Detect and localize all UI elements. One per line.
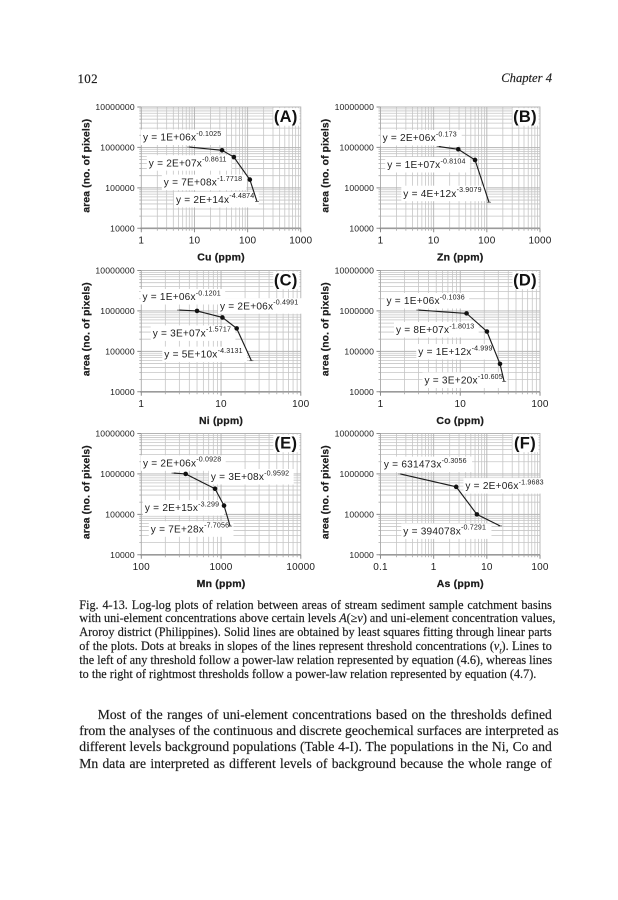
svg-text:10000000: 10000000 xyxy=(335,102,375,112)
svg-text:(F): (F) xyxy=(514,435,536,453)
svg-text:As (ppm): As (ppm) xyxy=(437,578,484,590)
svg-text:100: 100 xyxy=(133,562,151,573)
svg-text:10: 10 xyxy=(189,236,201,247)
svg-text:100: 100 xyxy=(239,236,257,247)
svg-text:1000: 1000 xyxy=(528,236,551,247)
svg-text:(A): (A) xyxy=(274,108,298,126)
svg-text:area (no. of pixels): area (no. of pixels) xyxy=(81,445,92,539)
svg-text:1: 1 xyxy=(378,399,384,410)
svg-text:area (no. of pixels): area (no. of pixels) xyxy=(321,445,332,539)
svg-text:100000: 100000 xyxy=(344,183,374,193)
svg-text:10000000: 10000000 xyxy=(95,429,135,439)
svg-text:Cu (ppm): Cu (ppm) xyxy=(197,252,245,264)
svg-text:0.1: 0.1 xyxy=(373,562,388,573)
svg-text:1: 1 xyxy=(431,562,437,573)
svg-text:10000: 10000 xyxy=(286,562,315,573)
svg-text:10000: 10000 xyxy=(110,387,135,397)
svg-text:10000000: 10000000 xyxy=(335,429,375,439)
svg-text:Co (ppm): Co (ppm) xyxy=(436,415,484,427)
svg-text:area (no. of pixels): area (no. of pixels) xyxy=(321,119,332,213)
svg-text:1: 1 xyxy=(138,399,144,410)
svg-text:1000000: 1000000 xyxy=(339,142,374,152)
svg-text:10: 10 xyxy=(481,562,493,573)
svg-text:10000: 10000 xyxy=(349,550,374,560)
svg-text:1000000: 1000000 xyxy=(339,469,374,479)
svg-text:area (no. of pixels): area (no. of pixels) xyxy=(321,282,332,376)
svg-text:10000000: 10000000 xyxy=(95,266,135,276)
svg-text:1000000: 1000000 xyxy=(100,142,135,152)
svg-text:(B): (B) xyxy=(513,108,537,126)
svg-text:1: 1 xyxy=(138,236,144,247)
svg-text:10: 10 xyxy=(428,236,440,247)
svg-text:(C): (C) xyxy=(274,272,298,290)
svg-text:100000: 100000 xyxy=(105,346,135,356)
svg-text:100000: 100000 xyxy=(105,509,135,519)
svg-text:Mn (ppm): Mn (ppm) xyxy=(197,578,246,590)
svg-text:100: 100 xyxy=(531,562,549,573)
svg-text:100: 100 xyxy=(531,399,549,410)
svg-text:(E): (E) xyxy=(274,435,297,453)
svg-text:Ni (ppm): Ni (ppm) xyxy=(199,415,243,427)
svg-text:100: 100 xyxy=(292,399,310,410)
svg-text:1000000: 1000000 xyxy=(100,306,135,316)
svg-text:10: 10 xyxy=(215,399,227,410)
svg-text:(D): (D) xyxy=(513,272,537,290)
svg-text:100000: 100000 xyxy=(105,183,135,193)
svg-text:10000000: 10000000 xyxy=(335,266,375,276)
svg-text:area (no. of pixels): area (no. of pixels) xyxy=(81,119,92,213)
svg-text:Zn (ppm): Zn (ppm) xyxy=(437,252,484,264)
svg-text:10000: 10000 xyxy=(349,387,374,397)
svg-text:10000: 10000 xyxy=(110,223,135,233)
svg-text:100000: 100000 xyxy=(344,509,374,519)
svg-text:10000: 10000 xyxy=(349,223,374,233)
svg-text:10000: 10000 xyxy=(110,550,135,560)
svg-text:1: 1 xyxy=(378,236,384,247)
svg-text:10000000: 10000000 xyxy=(95,102,135,112)
svg-text:100: 100 xyxy=(478,236,496,247)
svg-text:1000: 1000 xyxy=(289,236,312,247)
svg-text:area (no. of pixels): area (no. of pixels) xyxy=(81,282,92,376)
svg-text:1000000: 1000000 xyxy=(339,306,374,316)
svg-text:100000: 100000 xyxy=(344,346,374,356)
svg-text:1000: 1000 xyxy=(210,562,233,573)
svg-text:1000000: 1000000 xyxy=(100,469,135,479)
svg-text:10: 10 xyxy=(454,399,466,410)
